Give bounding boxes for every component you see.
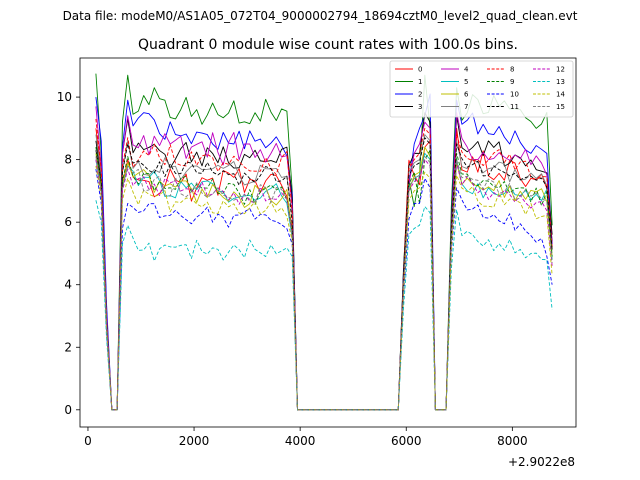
legend-box xyxy=(389,60,574,118)
y-tick-label: 10 xyxy=(57,90,72,104)
y-tick-label: 4 xyxy=(64,278,72,292)
x-tick-label: 2000 xyxy=(179,434,210,448)
legend-label-5: 5 xyxy=(464,78,468,86)
legend-label-6: 6 xyxy=(464,91,469,99)
series-line-12 xyxy=(95,159,553,411)
legend-label-12: 12 xyxy=(556,66,565,74)
legend-label-7: 7 xyxy=(464,103,468,111)
legend-label-9: 9 xyxy=(510,78,514,86)
legend-label-15: 15 xyxy=(556,103,565,111)
legend-label-0: 0 xyxy=(418,66,422,74)
legend-label-11: 11 xyxy=(510,103,519,111)
y-tick-label: 2 xyxy=(64,340,72,354)
legend-label-1: 1 xyxy=(418,78,422,86)
x-tick-label: 4000 xyxy=(285,434,316,448)
y-tick-label: 0 xyxy=(64,403,72,417)
x-axis: 0 2000 4000 6000 8000 xyxy=(84,427,528,448)
chart-title: Quadrant 0 module wise count rates with … xyxy=(138,37,518,53)
series-line-15 xyxy=(95,156,553,411)
x-tick-label: 8000 xyxy=(497,434,528,448)
legend-label-13: 13 xyxy=(556,78,565,86)
plot-frame xyxy=(79,57,577,428)
series-lines xyxy=(95,73,553,411)
legend-label-8: 8 xyxy=(510,66,514,74)
y-tick-label: 8 xyxy=(64,153,72,167)
legend-label-2: 2 xyxy=(418,91,422,99)
x-tick-label: 0 xyxy=(84,434,92,448)
x-offset-text: +2.9022e8 xyxy=(508,455,575,469)
y-tick-label: 6 xyxy=(64,215,72,229)
legend-label-4: 4 xyxy=(464,66,469,74)
legend-label-10: 10 xyxy=(510,91,519,99)
legend-label-3: 3 xyxy=(418,103,422,111)
x-tick-label: 6000 xyxy=(391,434,422,448)
y-axis: 0 2 4 6 8 10 xyxy=(57,90,80,417)
legend-label-14: 14 xyxy=(556,91,565,99)
data-file-suptitle: Data file: modeM0/AS1A05_072T04_90000027… xyxy=(63,9,578,23)
